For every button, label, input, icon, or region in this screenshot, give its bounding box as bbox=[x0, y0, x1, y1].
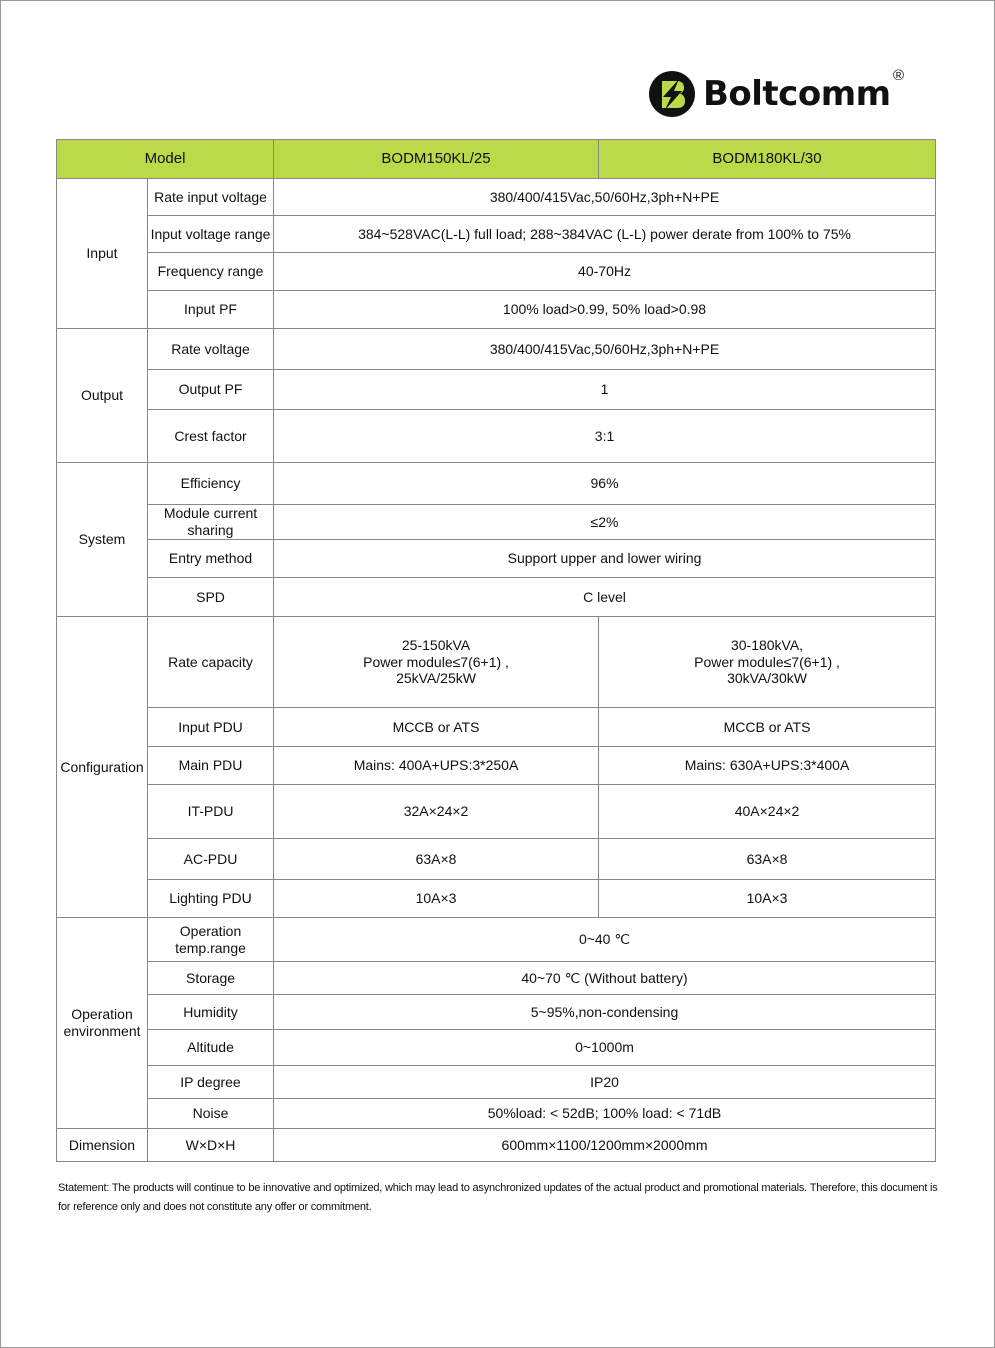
group-label: Dimension bbox=[56, 1128, 148, 1162]
row-value-model-1: 32A×24×2 bbox=[273, 784, 600, 839]
row-label: Efficiency bbox=[146, 462, 275, 505]
registered-mark: ® bbox=[893, 67, 905, 84]
table-row: Lighting PDU 10A×3 10A×3 bbox=[57, 879, 937, 918]
row-value: ≤2% bbox=[273, 504, 937, 540]
row-value: 0~1000m bbox=[273, 1029, 937, 1066]
group-label: Output bbox=[56, 328, 148, 463]
row-value-model-1: MCCB or ATS bbox=[273, 707, 600, 747]
group-label: System bbox=[56, 462, 148, 617]
table-row: IT-PDU 32A×24×2 40A×24×2 bbox=[57, 784, 937, 839]
table-row: Output Rate voltage 380/400/415Vac,50/60Hz… bbox=[56, 328, 937, 463]
row-value: 40-70Hz bbox=[273, 252, 937, 291]
row-label: Rate input voltage bbox=[146, 178, 275, 216]
row-value: IP20 bbox=[273, 1065, 937, 1099]
row-label: Noise bbox=[146, 1098, 275, 1129]
row-value: 96% bbox=[273, 462, 937, 505]
row-label: Output PF bbox=[146, 369, 275, 410]
row-value: 380/400/415Vac,50/60Hz,3ph+N+PE bbox=[273, 178, 937, 216]
row-value-model-2: MCCB or ATS bbox=[598, 707, 937, 747]
table-row: Noise 50%load: < 52dB; 100% load: < 71dB bbox=[57, 1098, 937, 1129]
table-row: Configuration Rate capacity 25-150kVA Powe… bbox=[56, 616, 937, 918]
table-row: IP degree IP20 bbox=[57, 1065, 937, 1099]
row-value: C level bbox=[273, 577, 937, 617]
row-value-model-2: 30-180kVA, Power module≤7(6+1) , 30kVA/3… bbox=[598, 616, 937, 708]
row-label: Module current sharing bbox=[146, 504, 275, 540]
row-value: 380/400/415Vac,50/60Hz,3ph+N+PE bbox=[273, 328, 937, 370]
row-label: Storage bbox=[146, 961, 275, 995]
table-row: Module current sharing ≤2% bbox=[57, 504, 937, 540]
row-value-model-2: 10A×3 bbox=[598, 879, 937, 918]
row-value: 50%load: < 52dB; 100% load: < 71dB bbox=[273, 1098, 937, 1129]
group-label: Operation environment bbox=[56, 917, 148, 1129]
row-value: 3:1 bbox=[273, 409, 937, 463]
table-row: SPD C level bbox=[57, 577, 937, 617]
table-row: System Efficiency 96% bbox=[56, 462, 937, 617]
row-label: Rate voltage bbox=[146, 328, 275, 370]
row-label: Rate capacity bbox=[146, 616, 275, 708]
table-row: Input voltage range 384~528VAC(L-L) full … bbox=[57, 215, 937, 253]
header-model-1: BODM150KL/25 bbox=[273, 139, 600, 179]
row-label: Input voltage range bbox=[146, 215, 275, 253]
header-model-2: BODM180KL/30 bbox=[598, 139, 937, 179]
table-row: Input Rate input voltage 380/400/415Vac,50… bbox=[56, 178, 937, 329]
row-label: IT-PDU bbox=[146, 784, 275, 839]
header-model: Model bbox=[55, 139, 275, 179]
row-value: 1 bbox=[273, 369, 937, 410]
table-row: Altitude 0~1000m bbox=[57, 1029, 937, 1066]
table-row: AC-PDU 63A×8 63A×8 bbox=[57, 838, 937, 880]
row-label: IP degree bbox=[146, 1065, 275, 1099]
table-row: Operation environment Operation temp.rang… bbox=[56, 917, 937, 1129]
table-row: Entry method Support upper and lower wiri… bbox=[57, 539, 937, 578]
table-row: Frequency range 40-70Hz bbox=[57, 252, 937, 291]
row-label: SPD bbox=[146, 577, 275, 617]
spec-table: Model BODM150KL/25 BODM180KL/30 Input Rat… bbox=[55, 139, 937, 1162]
row-value-model-2: Mains: 630A+UPS:3*400A bbox=[598, 746, 937, 785]
table-row: Crest factor 3:1 bbox=[57, 409, 937, 463]
table-row: Dimension W×D×H 600mm×1100/1200mm×2000mm bbox=[56, 1128, 937, 1162]
row-label: Crest factor bbox=[146, 409, 275, 463]
table-row: Output PF 1 bbox=[57, 369, 937, 410]
row-label: Entry method bbox=[146, 539, 275, 578]
row-value: 384~528VAC(L-L) full load; 288~384VAC (L… bbox=[273, 215, 937, 253]
table-row: Main PDU Mains: 400A+UPS:3*250A Mains: 630… bbox=[57, 746, 937, 785]
group-label: Input bbox=[56, 178, 148, 329]
statement: Statement: The products will continue to… bbox=[58, 1182, 938, 1213]
bolt-logo-icon bbox=[649, 71, 695, 117]
table-row: Input PDU MCCB or ATS MCCB or ATS bbox=[57, 707, 937, 747]
row-label: Lighting PDU bbox=[146, 879, 275, 918]
row-label: Main PDU bbox=[146, 746, 275, 785]
brand-name: Boltcomm bbox=[703, 74, 891, 114]
row-label: Altitude bbox=[146, 1029, 275, 1066]
row-value: 40~70 ℃ (Without battery) bbox=[273, 961, 937, 995]
row-label: W×D×H bbox=[146, 1128, 275, 1162]
row-value: 5~95%,non-condensing bbox=[273, 994, 937, 1030]
group-label: Configuration bbox=[56, 616, 148, 918]
row-label: Frequency range bbox=[146, 252, 275, 291]
row-value: 600mm×1100/1200mm×2000mm bbox=[273, 1128, 937, 1162]
table-row: Storage 40~70 ℃ (Without battery) bbox=[57, 961, 937, 995]
row-label: AC-PDU bbox=[146, 838, 275, 880]
row-value: Support upper and lower wiring bbox=[273, 539, 937, 578]
row-value-model-2: 63A×8 bbox=[598, 838, 937, 880]
table-row: Humidity 5~95%,non-condensing bbox=[57, 994, 937, 1030]
row-value-model-1: Mains: 400A+UPS:3*250A bbox=[273, 746, 600, 785]
boltcomm-logo: Boltcomm ® bbox=[649, 67, 904, 117]
row-label: Operation temp.range bbox=[146, 917, 275, 962]
row-value-model-2: 40A×24×2 bbox=[598, 784, 937, 839]
row-value-model-1: 63A×8 bbox=[273, 838, 600, 880]
row-value: 0~40 ℃ bbox=[273, 917, 937, 962]
row-label: Humidity bbox=[146, 994, 275, 1030]
row-value-model-1: 10A×3 bbox=[273, 879, 600, 918]
row-label: Input PF bbox=[146, 290, 275, 329]
row-label: Input PDU bbox=[146, 707, 275, 747]
row-value: 100% load>0.99, 50% load>0.98 bbox=[273, 290, 937, 329]
table-header: Model BODM150KL/25 BODM180KL/30 bbox=[55, 139, 937, 179]
row-value-model-1: 25-150kVA Power module≤7(6+1) , 25kVA/25… bbox=[273, 616, 600, 708]
table-row: Input PF 100% load>0.99, 50% load>0.98 bbox=[57, 290, 937, 329]
